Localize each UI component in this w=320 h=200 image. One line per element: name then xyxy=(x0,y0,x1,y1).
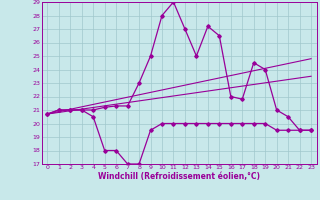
X-axis label: Windchill (Refroidissement éolien,°C): Windchill (Refroidissement éolien,°C) xyxy=(98,172,260,181)
